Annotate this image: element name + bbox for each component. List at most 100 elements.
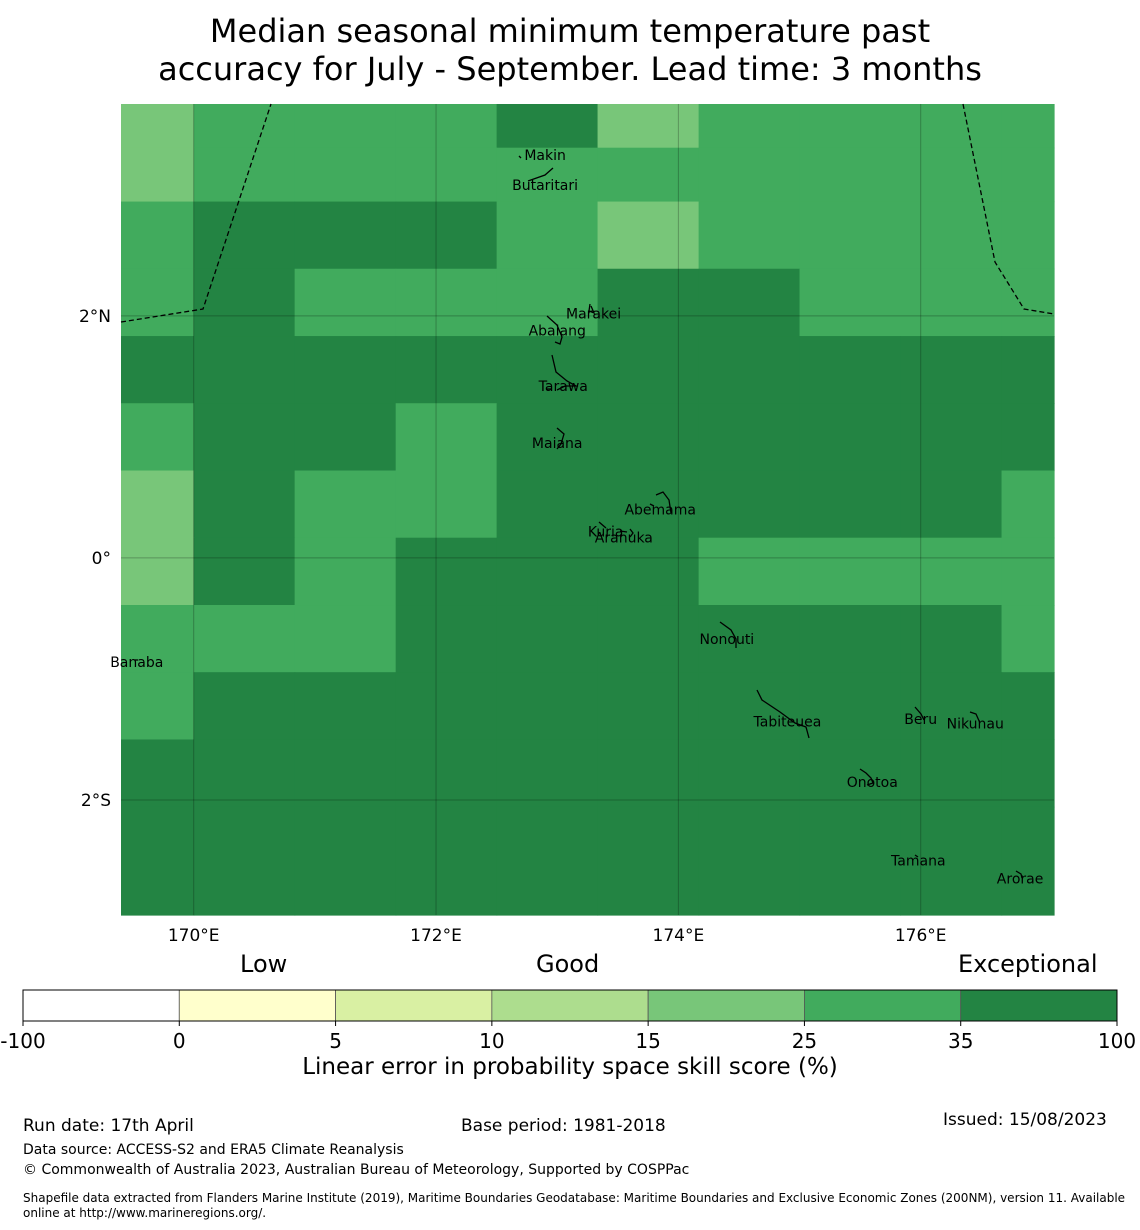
colorbar-bin xyxy=(804,989,962,1022)
colorbar-tick-label: 35 xyxy=(948,1029,973,1053)
skill-cell xyxy=(121,470,195,539)
skill-cell xyxy=(294,605,397,673)
island-label: Maiana xyxy=(532,436,583,452)
skill-cell xyxy=(294,739,397,808)
skill-cell xyxy=(597,268,700,337)
skill-cell xyxy=(597,672,700,741)
skill-cell xyxy=(193,672,296,741)
skill-cell xyxy=(900,268,1003,337)
colorbar-tick-label: -100 xyxy=(0,1029,45,1053)
colorbar-tick-label: 100 xyxy=(1098,1029,1136,1053)
island-shape-nikunau xyxy=(969,711,981,724)
skill-cell xyxy=(496,806,599,916)
skill-cell xyxy=(193,201,296,270)
skill-cell xyxy=(698,336,801,404)
skill-cell xyxy=(193,739,296,808)
lat-tick-label: 0° xyxy=(92,549,111,569)
skill-cell xyxy=(121,336,195,404)
skill-cell xyxy=(193,806,296,916)
skill-cell xyxy=(294,268,397,337)
skill-cell xyxy=(1001,268,1055,337)
skill-cell xyxy=(395,605,498,673)
colorbar-bins xyxy=(22,989,1118,1022)
skill-cell xyxy=(597,537,700,606)
skill-cell xyxy=(121,403,195,472)
colorbar-tick-label: 5 xyxy=(329,1029,342,1053)
skill-cell xyxy=(496,672,599,741)
category-label-low: Low xyxy=(240,950,288,978)
colorbar-bin xyxy=(491,989,649,1022)
category-label-exceptional: Exceptional xyxy=(958,950,1098,978)
skill-cell xyxy=(395,806,498,916)
skill-cell xyxy=(395,739,498,808)
lon-tick-label: 174°E xyxy=(653,926,705,946)
skill-cell xyxy=(900,403,1003,472)
skill-cell xyxy=(597,336,700,404)
skill-cell xyxy=(294,537,397,606)
skill-cell xyxy=(395,403,498,472)
skill-cell xyxy=(395,201,498,270)
skill-cell xyxy=(395,672,498,741)
skill-cell xyxy=(1001,147,1055,203)
skill-cell xyxy=(698,201,801,270)
skill-cell xyxy=(698,104,801,149)
skill-cell xyxy=(496,739,599,808)
island-label: Tamana xyxy=(890,854,945,870)
skill-cell xyxy=(698,403,801,472)
skill-grid xyxy=(121,104,1055,916)
skill-cell xyxy=(799,537,902,606)
skill-cell xyxy=(395,147,498,203)
title-line-2: accuracy for July - September. Lead time… xyxy=(158,50,982,88)
lat-tick-label: 2°S xyxy=(81,791,111,811)
island-label: Onotoa xyxy=(847,775,898,791)
skill-cell xyxy=(1001,201,1055,270)
colorbar-frame xyxy=(22,989,1118,1022)
skill-cell xyxy=(121,739,195,808)
skill-cell xyxy=(121,806,195,916)
lon-tick-label: 170°E xyxy=(168,926,220,946)
skill-cell xyxy=(597,470,700,539)
skill-cell xyxy=(121,537,195,606)
skill-cell xyxy=(900,470,1003,539)
colorbar-bin xyxy=(335,989,493,1022)
skill-cell xyxy=(900,806,1003,916)
island-label: Abaiang xyxy=(529,323,586,339)
skill-cell xyxy=(799,104,902,149)
copyright: © Commonwealth of Australia 2023, Austra… xyxy=(23,1162,690,1178)
base-period: Base period: 1981-2018 xyxy=(461,1116,666,1136)
island-outlines xyxy=(135,155,1023,879)
skill-cell xyxy=(395,537,498,606)
category-label-good: Good xyxy=(536,950,600,978)
skill-cell xyxy=(395,336,498,404)
colorbar-bin xyxy=(647,989,805,1022)
island-shape-tarawa xyxy=(547,354,579,391)
colorbar-bin xyxy=(960,989,1118,1022)
skill-cell xyxy=(900,104,1003,149)
skill-cell xyxy=(900,739,1003,808)
island-shape-beru xyxy=(914,706,925,721)
island-shape-tabiteuea xyxy=(756,689,810,739)
skill-cell xyxy=(193,336,296,404)
island-shape-abemama xyxy=(649,491,672,514)
skill-cell xyxy=(121,201,195,270)
colorbar-tick-label: 0 xyxy=(173,1029,186,1053)
skill-cell xyxy=(496,104,599,149)
colorbar-tick-label: 25 xyxy=(792,1029,817,1053)
island-shape-nonouti xyxy=(719,621,737,648)
skill-cell xyxy=(1001,605,1055,673)
island-shape-marakei xyxy=(588,303,596,315)
skill-cell xyxy=(395,470,498,539)
colorbar-tick-label: 15 xyxy=(635,1029,660,1053)
skill-cell xyxy=(496,403,599,472)
skill-cell xyxy=(294,104,397,149)
skill-cell xyxy=(121,268,195,337)
skill-cell xyxy=(294,201,397,270)
skill-cell xyxy=(698,147,801,203)
island-label: Beru xyxy=(904,712,937,728)
skill-cell xyxy=(496,605,599,673)
skill-cell xyxy=(294,336,397,404)
run-date: Run date: 17th April xyxy=(23,1116,194,1136)
island-shape-abaiang xyxy=(546,315,563,345)
skill-cell xyxy=(900,336,1003,404)
